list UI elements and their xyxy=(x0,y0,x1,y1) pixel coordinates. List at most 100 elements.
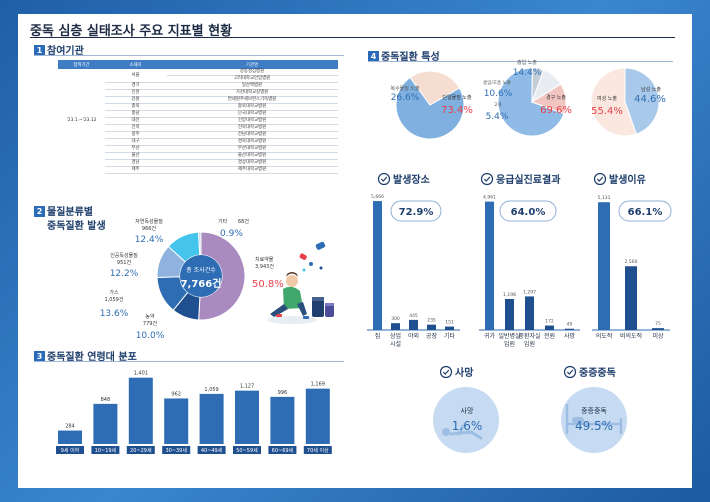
region-cell: 대구 xyxy=(104,138,167,146)
age-bar-value: 1,059 xyxy=(204,387,218,393)
er-category-label: 일반병실 xyxy=(498,332,520,340)
table-row: 충북 충북대학교병원 xyxy=(59,103,338,111)
region-cell: 인천 xyxy=(104,89,167,97)
hospital-bed-icon xyxy=(565,404,623,434)
place-bar-value: 151 xyxy=(445,320,454,326)
age-category-tag xyxy=(56,446,84,454)
donut-label-gas-name: 가스 xyxy=(109,289,119,296)
reason-bar-value: 5,131 xyxy=(598,195,611,201)
donut-center-value: 7,766건 xyxy=(181,277,222,290)
age-category-label: 50~59세 xyxy=(236,447,258,454)
place-title: 발생장소 xyxy=(393,173,430,186)
age-category-tag xyxy=(268,446,297,454)
place-bar xyxy=(445,326,454,330)
page-title: 중독 심층 실태조사 주요 지표별 현황 xyxy=(30,24,233,39)
ingredient-pie-slice-1 xyxy=(409,70,461,106)
region-cell: 광주 xyxy=(104,131,167,139)
reason-bar-value: 2,560 xyxy=(625,259,638,265)
region-cell: 경남 xyxy=(104,159,167,167)
region-cell: 울산 xyxy=(104,152,167,160)
place-bar xyxy=(427,324,436,330)
age-category-label: 20~29세 xyxy=(130,447,152,454)
donut-label-artificial-pct: 12.2% xyxy=(110,269,139,279)
pie2-label-inhale-pct: 14.4% xyxy=(513,68,542,78)
region-cell: 서울 xyxy=(104,68,167,83)
er-bar-value: 1,198 xyxy=(503,292,516,298)
reason-bar xyxy=(598,202,610,330)
table-row: 부산 부산대학교병원 xyxy=(59,145,338,153)
reason-bar-value: 75 xyxy=(655,321,661,327)
table-row: '23.1.~'23.12 서울 강동성심병원 xyxy=(59,68,338,123)
donut-label-gas-pct: 13.6% xyxy=(100,309,129,319)
pie2-label-two-pct: 5.4% xyxy=(486,112,509,122)
institution-cell: 건양대학교병원 xyxy=(166,117,338,125)
donut-label-artificial-count: 951건 xyxy=(117,259,132,266)
age-category-tag xyxy=(197,446,226,454)
substance-donut-chart xyxy=(156,231,246,321)
section-label: 중독질환 연령대 분포 xyxy=(47,352,137,363)
er-bar-value: 4,961 xyxy=(483,195,496,201)
table-header-row: 참여기간 소재지 기관명 xyxy=(58,60,338,69)
table-row: 울산 울산대학교병원 xyxy=(59,152,338,160)
ingredient-pie-slice-0 xyxy=(395,76,465,140)
region-cell: 경기 xyxy=(104,82,167,90)
section-label-line1: 물질분류별 xyxy=(47,207,93,218)
donut-label-pesticide-name: 농약 xyxy=(145,313,155,320)
age-bar-value: 1,401 xyxy=(134,371,148,377)
period-cell: '23.1.~'23.12 xyxy=(66,118,97,124)
table-row: 고려대학교안암병원 xyxy=(59,75,338,83)
header-institution: 기관명 xyxy=(166,60,338,69)
institution-table: 참여기간 소재지 기관명 '23.1.~'23.12 서울 강동성심병원 고려대학교안… xyxy=(58,60,338,174)
table-row: 대구 경북대학교병원 xyxy=(59,138,338,146)
region-cell: 부산 xyxy=(104,145,167,153)
pie3-label-male-name: 남성 노출 xyxy=(641,86,661,93)
place-bar xyxy=(391,323,400,330)
age-category-label: 9세 이하 xyxy=(61,447,80,454)
reason-bar xyxy=(652,328,664,330)
er-category-label: 귀가 xyxy=(484,332,496,340)
section-3-heading: 3 중독질환 연령대 분포 xyxy=(34,348,137,363)
age-category-tag xyxy=(162,446,191,454)
person-with-pills-illustration xyxy=(267,241,334,324)
institution-cell: 강동성심병원 xyxy=(166,68,338,76)
er-highlight: 64.0% xyxy=(511,207,546,218)
er-category-label: 중환자실 xyxy=(518,332,540,340)
table-row: 인천 가천대학교길병원 xyxy=(59,89,338,97)
place-bar-value: 300 xyxy=(391,316,400,322)
section-4-rule xyxy=(368,61,673,62)
institution-cell: 울산대학교병원 xyxy=(166,152,338,160)
age-distribution-chart: 284 9세 이하 848 10~19세 1,401 20~29세 962 30~39세 1,0… xyxy=(56,371,332,454)
place-bar-value: 445 xyxy=(409,313,418,319)
death-circle xyxy=(433,387,499,453)
reason-title: 발생이유 xyxy=(609,173,646,186)
donut-label-drug-count: 3,943건 xyxy=(255,263,274,270)
reason-bar-chart: 5,131 의도적 2,560 비의도적 75 미상 xyxy=(592,195,670,340)
er-bar xyxy=(545,325,554,330)
reason-highlight: 66.1% xyxy=(628,207,663,218)
age-bar-value: 848 xyxy=(101,397,111,403)
section-label-line2: 중독질환 발생 xyxy=(47,221,106,232)
lying-person-icon xyxy=(442,424,483,440)
reason-category-label: 미상 xyxy=(652,332,664,340)
donut-label-etc-name: 기타 xyxy=(218,218,228,225)
er-bar xyxy=(525,296,534,330)
age-bar xyxy=(164,398,189,444)
er-bar xyxy=(485,201,494,330)
pie2-label-oral-pct: 69.6% xyxy=(540,105,572,116)
donut-label-drug-pct: 50.8% xyxy=(252,279,284,290)
reason-highlight-pill xyxy=(618,200,672,222)
region-cell: 전북 xyxy=(104,124,167,132)
severe-label: 중증중독 xyxy=(581,407,607,415)
age-category-label: 10~19세 xyxy=(95,447,117,454)
place-highlight-pill xyxy=(390,200,442,222)
age-bar xyxy=(58,430,82,444)
donut-label-artificial-name: 인공독성물질 xyxy=(110,252,138,259)
place-highlight: 72.9% xyxy=(399,207,434,218)
institution-cell: 일산백병원 xyxy=(166,82,338,90)
pie2-label-inhale-name: 흡입 노출 xyxy=(517,59,537,66)
er-bar-value: 49 xyxy=(567,322,573,328)
pie2-label-resp-name: 흡입/호흡 노출 xyxy=(483,79,511,86)
death-label: 사망 xyxy=(461,406,474,415)
sex-pie-chart xyxy=(590,67,660,137)
